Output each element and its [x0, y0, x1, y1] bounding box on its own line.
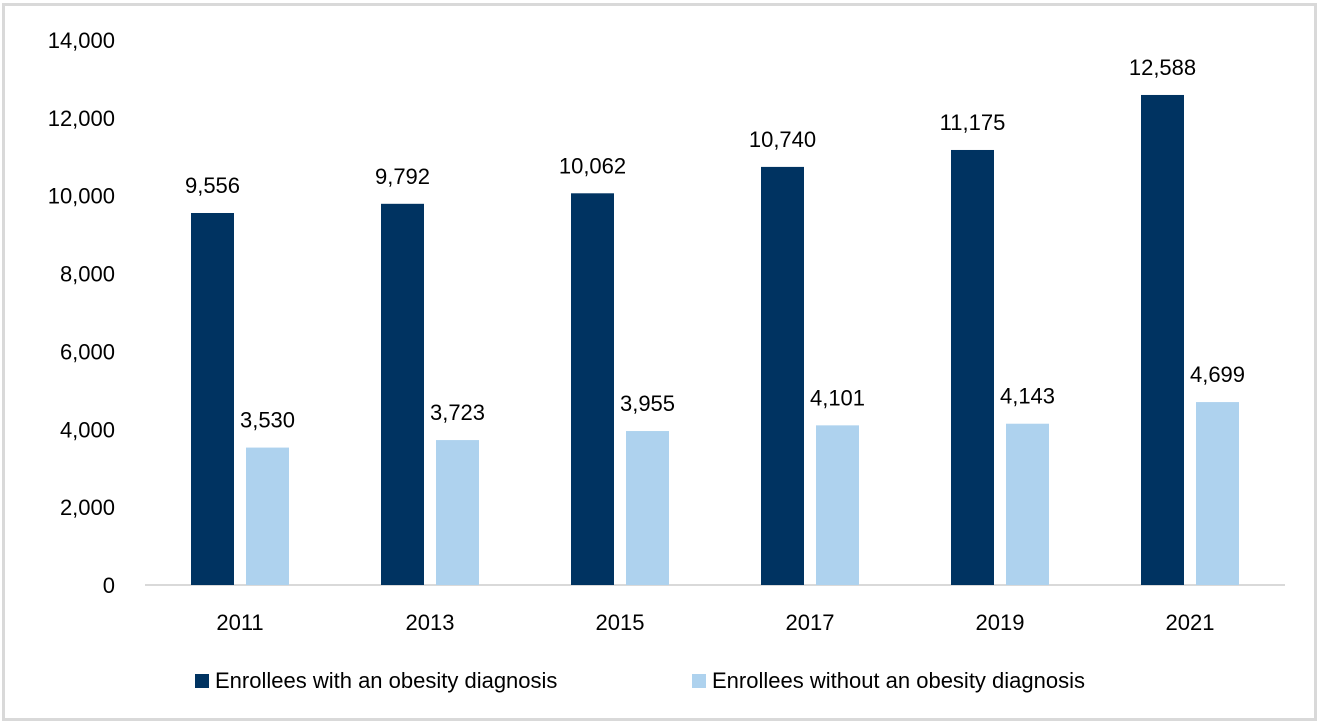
- y-tick-label: 4,000: [60, 417, 115, 442]
- data-label: 4,101: [810, 385, 865, 410]
- bar-without-obesity: [626, 431, 669, 585]
- bar-without-obesity: [436, 440, 479, 585]
- legend-swatch: [692, 674, 706, 688]
- y-tick-label: 6,000: [60, 339, 115, 364]
- data-label-group: 9,556 3,530 9,792 3,723 10,062 3,955 10,740 4,1…: [185, 55, 1245, 433]
- x-tick-label: 2019: [976, 610, 1025, 635]
- y-tick-label: 10,000: [48, 184, 115, 209]
- data-label: 12,588: [1129, 55, 1196, 80]
- bar-without-obesity: [1196, 402, 1239, 585]
- y-tick-label: 2,000: [60, 495, 115, 520]
- data-label: 9,556: [185, 173, 240, 198]
- y-tick-label: 8,000: [60, 262, 115, 287]
- y-axis-tick-labels: 0 2,000 4,000 6,000 8,000 10,000 12,000 14,000: [48, 28, 115, 598]
- legend-label: Enrollees with an obesity diagnosis: [215, 668, 557, 693]
- legend: Enrollees with an obesity diagnosis Enrol…: [195, 668, 1085, 693]
- x-tick-label: 2021: [1166, 610, 1215, 635]
- legend-swatch: [195, 674, 209, 688]
- bar-with-obesity: [761, 166, 804, 585]
- x-tick-label: 2015: [596, 610, 645, 635]
- data-label: 11,175: [940, 110, 1006, 135]
- bar-group: [191, 94, 1239, 586]
- bar-without-obesity: [816, 425, 859, 585]
- data-label: 4,143: [1000, 384, 1055, 409]
- bar-with-obesity: [1141, 94, 1184, 586]
- bar-with-obesity: [191, 212, 234, 585]
- y-tick-label: 12,000: [48, 106, 115, 131]
- data-label: 10,740: [749, 127, 816, 152]
- data-label: 3,723: [430, 400, 485, 425]
- bar-with-obesity: [951, 149, 994, 586]
- data-label: 3,955: [620, 391, 675, 416]
- x-tick-label: 2017: [786, 610, 835, 635]
- x-axis-tick-labels: 2011 2013 2015 2017 2019 2021: [216, 610, 1214, 635]
- legend-label: Enrollees without an obesity diagnosis: [712, 668, 1085, 693]
- y-tick-label: 0: [103, 573, 115, 598]
- data-label: 4,699: [1190, 362, 1245, 387]
- bar-without-obesity: [1006, 423, 1049, 585]
- data-label: 9,792: [375, 164, 430, 189]
- x-tick-label: 2011: [216, 610, 263, 635]
- bar-without-obesity: [246, 447, 289, 585]
- data-label: 3,530: [240, 408, 295, 433]
- y-tick-label: 14,000: [48, 28, 115, 53]
- bar-with-obesity: [381, 203, 424, 585]
- bar-with-obesity: [571, 193, 614, 585]
- x-tick-label: 2013: [406, 610, 455, 635]
- data-label: 10,062: [559, 153, 626, 178]
